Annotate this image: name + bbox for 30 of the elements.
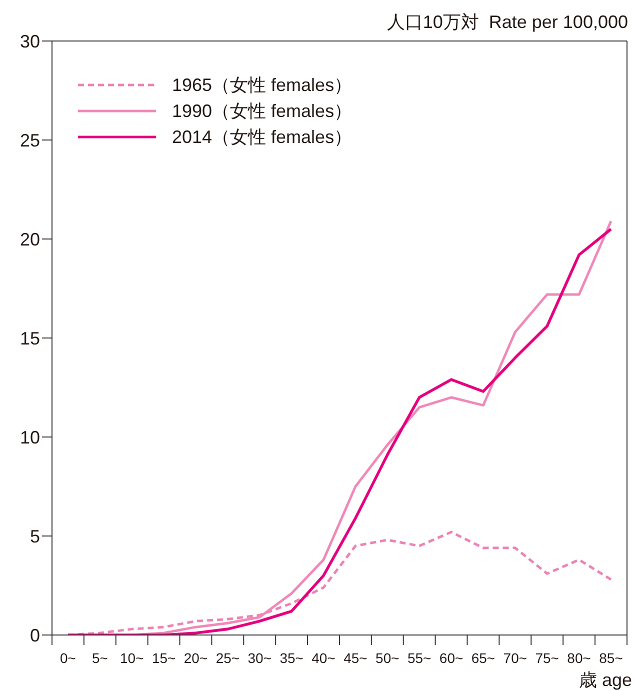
x-axis-title: 歳 age: [578, 669, 632, 691]
x-tick-label: 35~: [280, 650, 304, 666]
x-tick-label: 65~: [471, 650, 496, 666]
x-tick-label: 80~: [567, 650, 591, 666]
x-tick-label: 85~: [599, 650, 623, 666]
x-tick-label: 75~: [535, 650, 559, 666]
x-tick-label: 60~: [439, 650, 464, 666]
x-tick-label: 30~: [248, 650, 272, 666]
y-tick-label: 25: [20, 130, 40, 150]
y-tick-label: 15: [20, 328, 40, 348]
x-tick-label: 10~: [120, 650, 144, 666]
x-tick-label: 20~: [184, 650, 208, 666]
legend-label: 1990（女性 females）: [172, 100, 352, 123]
x-tick-label: 5~: [92, 650, 108, 666]
legend-label: 1965（女性 females）: [172, 74, 352, 97]
legend-label: 2014（女性 females）: [172, 126, 352, 149]
x-tick-label: 45~: [344, 650, 368, 666]
x-tick-label: 25~: [216, 650, 240, 666]
x-tick-label: 15~: [152, 650, 176, 666]
y-axis-title: 人口10万対 Rate per 100,000: [386, 11, 628, 34]
y-tick-label: 10: [20, 427, 40, 448]
x-tick-label: 0~: [60, 650, 76, 666]
y-tick-label: 20: [20, 229, 40, 250]
y-tick-label: 30: [20, 31, 40, 52]
x-tick-label: 40~: [312, 650, 336, 666]
x-tick-label: 70~: [503, 650, 528, 666]
y-tick-label: 5: [30, 526, 40, 546]
x-tick-label: 55~: [407, 650, 432, 666]
y-tick-label: 0: [30, 625, 40, 646]
x-tick-label: 50~: [376, 650, 400, 666]
